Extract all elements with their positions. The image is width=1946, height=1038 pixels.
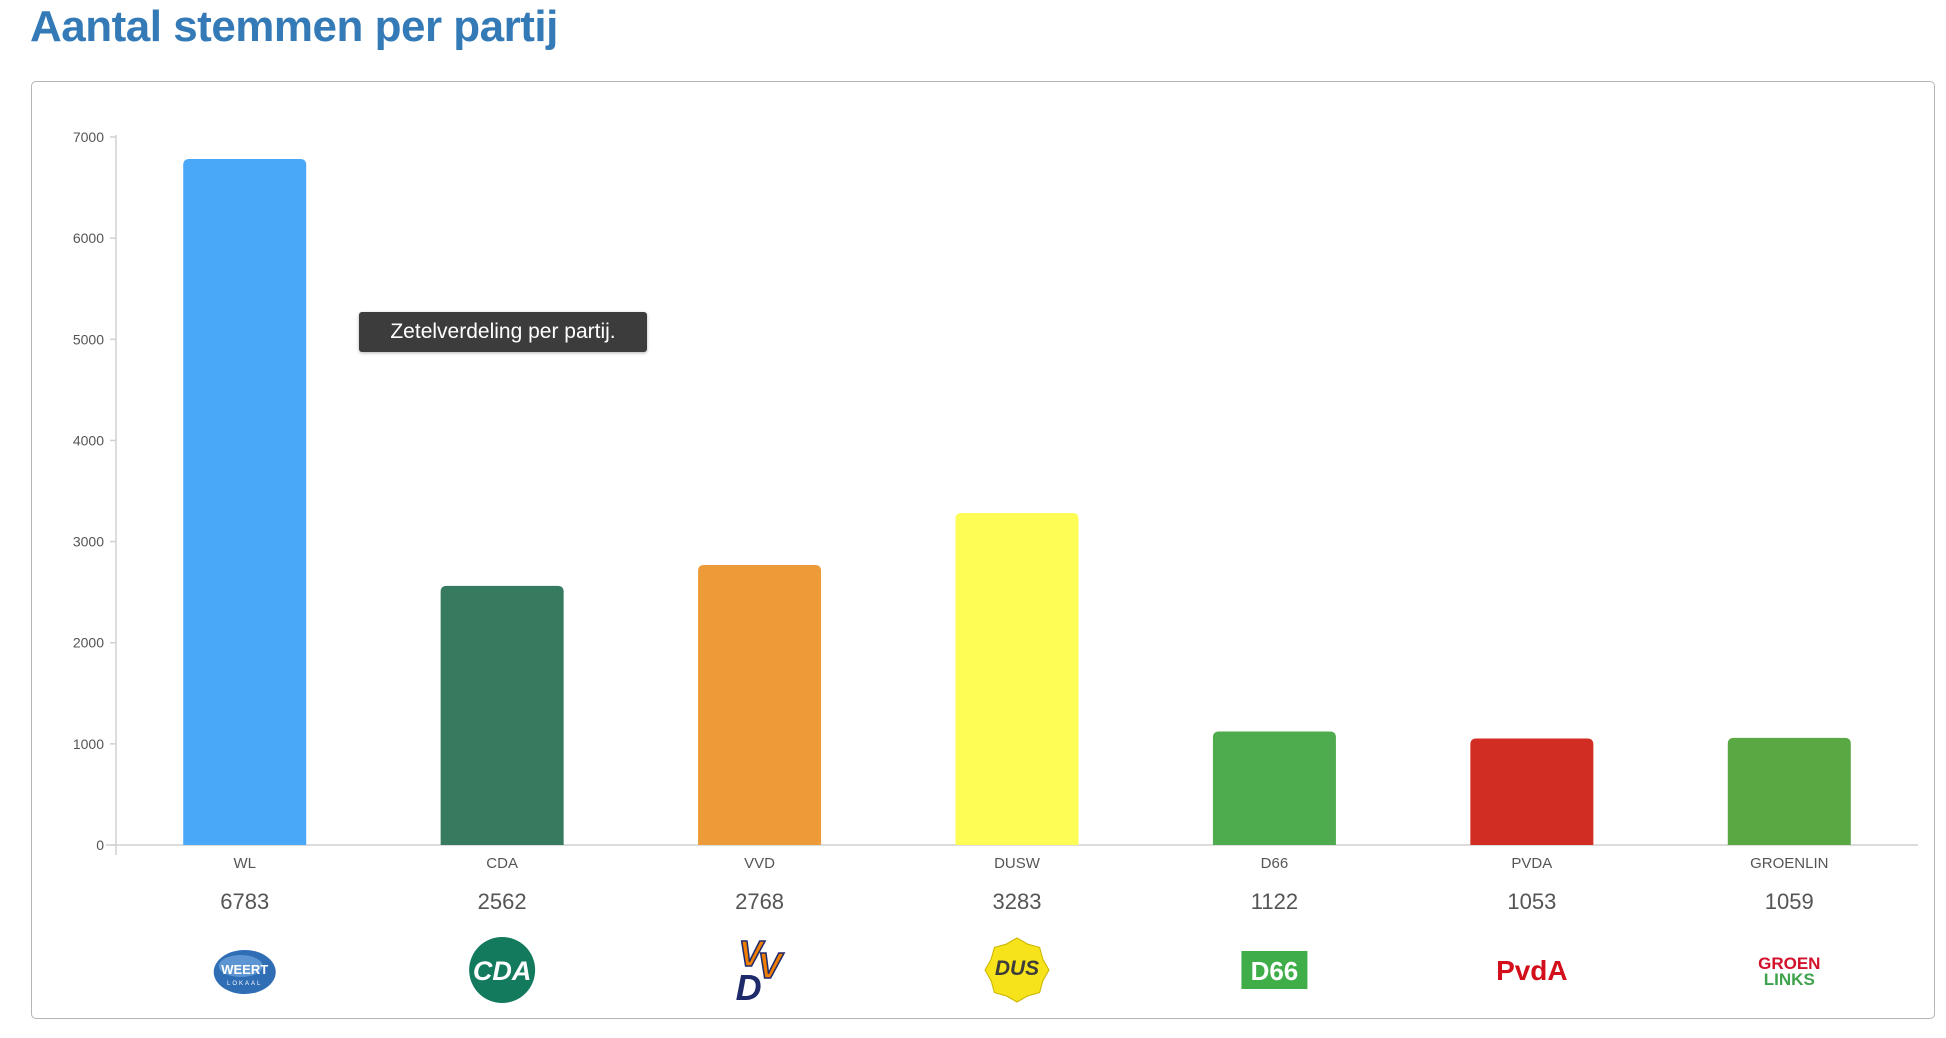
bar-vvd[interactable]: [698, 565, 822, 845]
chart-tooltip: Zetelverdeling per partij.: [359, 312, 647, 352]
bar-d66[interactable]: [1212, 731, 1336, 845]
d66-logo-icon: D66: [1241, 951, 1308, 989]
dus-logo-icon: DUS: [984, 937, 1050, 1003]
x-tick-label: D66: [1261, 855, 1289, 872]
data-label: 1053: [1507, 889, 1556, 914]
bar-cda[interactable]: [440, 585, 564, 845]
x-tick-label: VVD: [744, 855, 775, 872]
data-label: 6783: [220, 889, 269, 914]
bar-groenlin[interactable]: [1727, 737, 1851, 845]
x-tick-label: DUSW: [994, 855, 1041, 872]
x-tick-label: GROENLIN: [1750, 855, 1828, 872]
svg-text:WEERT: WEERT: [221, 962, 268, 977]
y-tick-label: 7000: [73, 129, 104, 145]
svg-text:V: V: [739, 933, 766, 974]
page-title: Aantal stemmen per partij: [30, 2, 558, 51]
y-tick-label: 4000: [73, 432, 104, 448]
chart-panel: 0 1000 2000 3000 4000 5000 6000 7000 WL 6783 CDA 25…: [31, 81, 1935, 1019]
svg-text:GROEN: GROEN: [1758, 954, 1820, 973]
y-tick-label: 1000: [73, 736, 104, 752]
cda-logo-icon: CDA: [469, 937, 536, 1003]
svg-text:LOKAAL: LOKAAL: [227, 981, 262, 987]
y-tick-label: 6000: [73, 230, 104, 246]
y-tick-label: 3000: [73, 534, 104, 550]
svg-text:LINKS: LINKS: [1764, 970, 1815, 989]
svg-text:CDA: CDA: [473, 956, 532, 986]
data-label: 1122: [1251, 889, 1298, 914]
weert-lokaal-logo-icon: WEERT LOKAAL: [213, 950, 276, 994]
y-tick-label: 5000: [73, 331, 104, 347]
data-label: 1059: [1765, 889, 1814, 914]
vvd-logo-icon: VVD: [736, 932, 786, 1008]
svg-text:DUS: DUS: [995, 957, 1039, 980]
x-tick-label: PVDA: [1511, 855, 1552, 872]
data-label: 3283: [993, 889, 1042, 914]
bar-pvda[interactable]: [1470, 738, 1594, 845]
svg-text:V: V: [758, 945, 785, 986]
y-tick-label: 2000: [73, 635, 104, 651]
x-tick-label: CDA: [486, 855, 518, 872]
x-tick-label: WL: [233, 855, 256, 872]
svg-text:PvdA: PvdA: [1496, 955, 1568, 986]
y-tick-label: 0: [96, 837, 104, 853]
bar-dusw[interactable]: [955, 512, 1079, 845]
svg-text:D: D: [736, 967, 762, 1008]
pvda-logo-icon: PvdA: [1496, 955, 1568, 986]
bar-chart: 0 1000 2000 3000 4000 5000 6000 7000 WL 6783 CDA 25…: [73, 129, 1918, 1008]
bar-wl[interactable]: [183, 158, 307, 845]
svg-text:D66: D66: [1251, 956, 1299, 986]
data-label: 2562: [478, 889, 527, 914]
data-label: 2768: [735, 889, 784, 914]
